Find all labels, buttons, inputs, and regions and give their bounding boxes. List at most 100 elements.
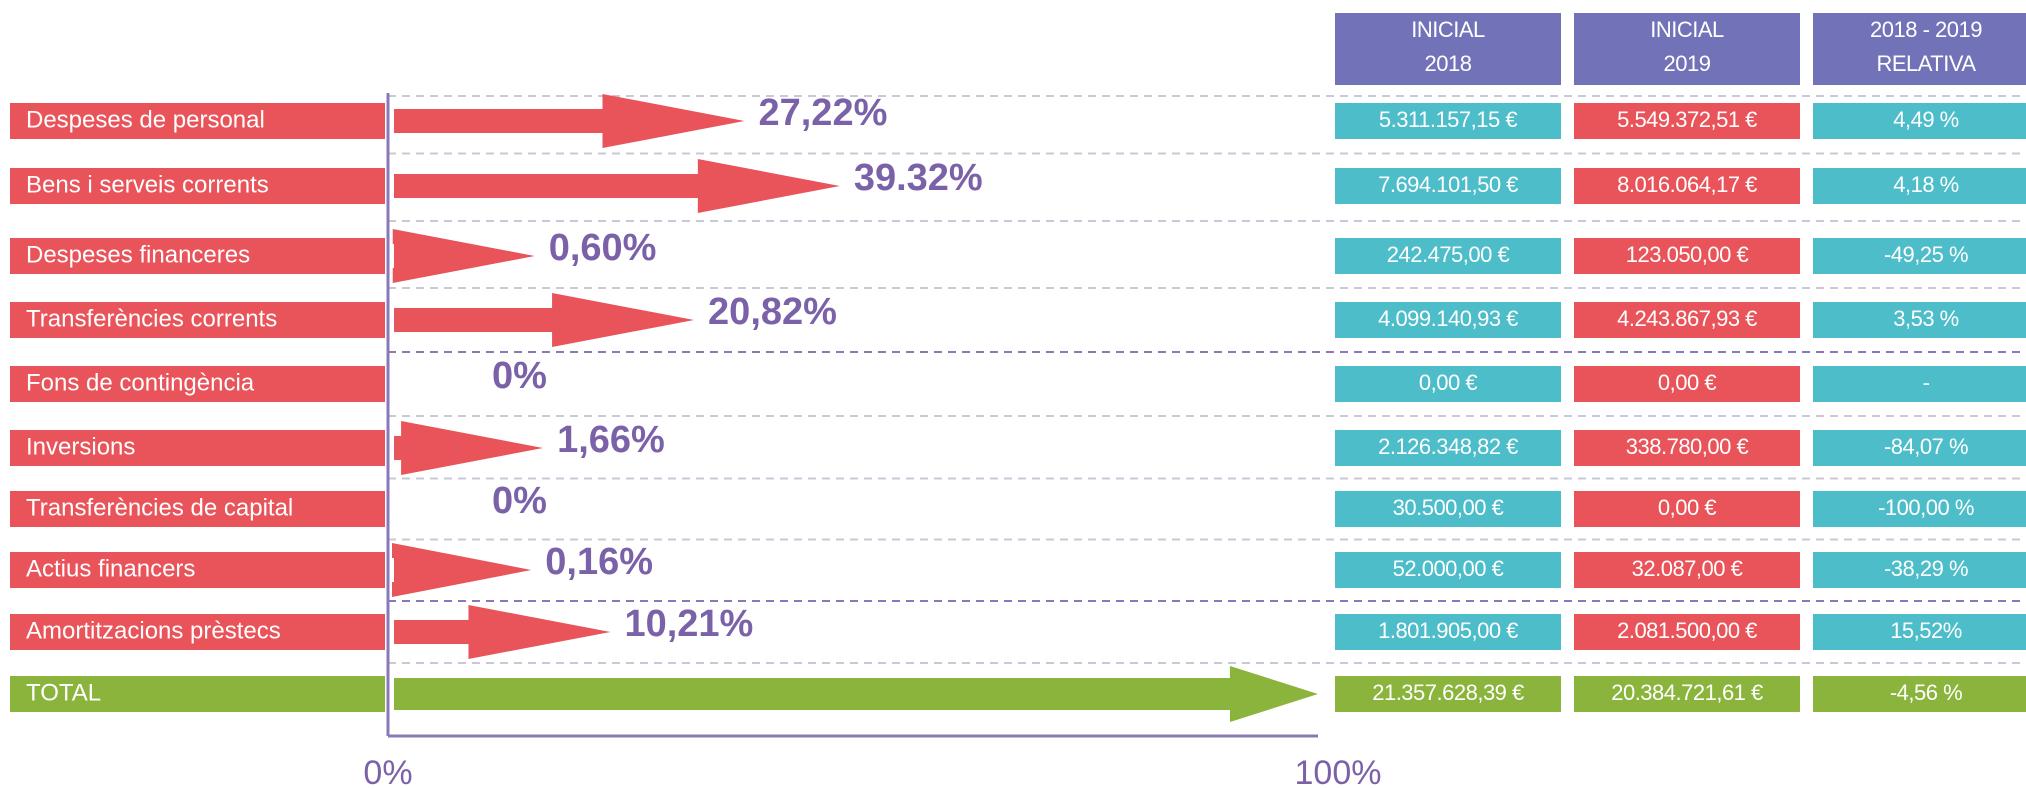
value-label: 0,16% [545,541,653,583]
table-cell-text: 8.016.064,17 € [1617,172,1757,197]
table-cell-text: 5.311.157,15 € [1379,107,1517,132]
value-label: 39.32% [854,157,983,199]
value-label: 0,60% [549,227,657,269]
table-cell-text: 2.081.500,00 € [1617,618,1757,643]
table-cell-text: 0,00 € [1419,370,1477,395]
table-cell [1335,238,1561,274]
category-label: Actius financers [26,555,195,582]
table-header-text: 2018 - 2019 [1870,17,1982,42]
table-cell [1335,552,1561,588]
table-cell-text: -49,25 % [1884,242,1968,267]
table-cell [1813,168,2026,204]
value-label: 27,22% [758,92,887,134]
table-cell-text: 15,52% [1890,618,1962,643]
category-label: Amortitzacions prèstecs [26,617,281,644]
table-header-text: INICIAL [1411,17,1485,42]
category-box [10,366,385,402]
table-cell-text: 21.357.628,39 € [1372,680,1524,705]
table-cell-text: -100,00 % [1878,495,1974,520]
table-cell-text: 242.475,00 € [1387,242,1510,267]
table-cell [1574,614,1800,650]
table-cell [1335,430,1561,466]
table-cell-text: 20.384.721,61 € [1611,680,1763,705]
table-cell [1813,103,2026,139]
table-cell [1813,614,2026,650]
table-cell [1813,676,2026,712]
x-tick-label: 100% [1295,754,1382,789]
table-cell-text: 3,53 % [1893,306,1959,331]
table-cell-text: -4,56 % [1890,680,1962,705]
table-cell [1813,302,2026,338]
category-box [10,491,385,527]
table-header-text: 2018 [1425,51,1472,76]
table-cell-text: 4,18 % [1893,172,1959,197]
table-cell [1574,430,1800,466]
category-box [10,103,385,139]
table-cell-text: -84,07 % [1884,434,1968,459]
table-cell [1335,302,1561,338]
value-label: 0% [492,355,547,397]
table-cell [1335,366,1561,402]
table-cell [1813,366,2026,402]
category-label: Bens i serveis corrents [26,171,269,198]
category-label: Despeses financeres [26,241,250,268]
table-cell-text: 7.694.101,50 € [1378,172,1518,197]
category-label: Inversions [26,433,135,460]
table-cell [1574,103,1800,139]
table-cell-text: 4.099.140,93 € [1378,306,1518,331]
table-cell-text: -38,29 % [1884,556,1968,581]
table-cell [1574,302,1800,338]
category-box [10,614,385,650]
table-cell-text: 5.549.372,51 € [1617,107,1757,132]
table-cell [1813,430,2026,466]
table-cell [1574,168,1800,204]
table-cell-text: 338.780,00 € [1626,434,1749,459]
value-label: 1,66% [557,419,665,461]
table-cell [1574,238,1800,274]
table-cell-text: 52.000,00 € [1393,556,1504,581]
category-box [10,552,385,588]
arrow [394,293,695,347]
table-cell [1335,614,1561,650]
category-label: Despeses de personal [26,106,265,133]
table-cell-text: 32.087,00 € [1632,556,1743,581]
table-header-text: RELATIVA [1876,51,1976,76]
arrow [394,666,1318,722]
table-header-text: INICIAL [1650,17,1724,42]
arrow [392,543,532,597]
category-box [10,676,385,712]
category-label: TOTAL [26,679,101,706]
category-box [10,168,385,204]
arrow [392,229,535,283]
table-cell-text: 30.500,00 € [1393,495,1504,520]
category-box [10,430,385,466]
table-cell [1574,491,1800,527]
table-cell [1574,366,1800,402]
table-cell-text: 2.126.348,82 € [1378,434,1518,459]
table-cell [1813,552,2026,588]
table-cell-text: 0,00 € [1658,495,1716,520]
value-label: 10,21% [624,603,753,645]
table-cell [1813,491,2026,527]
table-header-text: 2019 [1664,51,1711,76]
table-cell [1335,676,1561,712]
table-header [1335,13,1561,85]
table-cell-text: 0,00 € [1658,370,1716,395]
table-header [1574,13,1800,85]
table-cell [1335,103,1561,139]
category-box [10,238,385,274]
table-cell [1574,552,1800,588]
table-header [1813,13,2026,85]
value-label: 0% [492,480,547,522]
category-label: Fons de contingència [26,369,255,396]
table-cell [1335,168,1561,204]
category-box [10,302,385,338]
table-cell-text: 1.801.905,00 € [1378,618,1518,643]
table-cell-text: - [1923,370,1930,395]
table-cell-text: 123.050,00 € [1626,242,1749,267]
table-cell [1574,676,1800,712]
arrow [394,605,611,659]
category-label: Transferències de capital [26,494,293,521]
x-tick-label: 0% [363,754,412,789]
